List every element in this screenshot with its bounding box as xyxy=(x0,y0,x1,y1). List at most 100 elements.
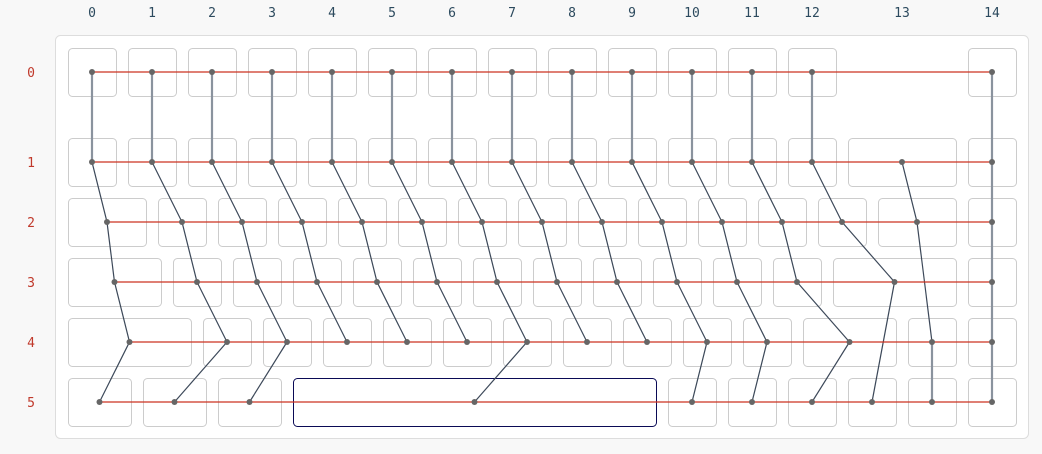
column-label: 9 xyxy=(628,6,636,21)
column-wire-11 xyxy=(781,221,798,283)
column-wire-5 xyxy=(391,161,423,223)
matrix-node xyxy=(846,339,853,345)
column-wire-7 xyxy=(556,281,588,343)
matrix-node xyxy=(299,219,305,225)
matrix-node xyxy=(719,219,725,225)
matrix-node xyxy=(194,279,200,285)
matrix-node xyxy=(749,399,755,405)
column-label: 7 xyxy=(508,6,516,21)
row-label: 4 xyxy=(27,336,35,351)
column-label: 8 xyxy=(568,6,576,21)
column-wire-0 xyxy=(91,161,108,223)
matrix-node xyxy=(344,339,350,345)
matrix-node xyxy=(104,219,110,225)
matrix-node xyxy=(794,279,800,285)
matrix-node xyxy=(839,219,845,225)
column-wire-3 xyxy=(301,221,318,283)
matrix-node xyxy=(689,399,695,405)
matrix-node xyxy=(989,339,995,345)
column-wire-13 xyxy=(901,161,918,223)
column-wire-5 xyxy=(421,221,438,283)
matrix-node xyxy=(389,159,395,165)
matrix-node xyxy=(314,279,320,285)
column-wire-2 xyxy=(248,341,288,403)
column-wire-1 xyxy=(174,341,228,403)
matrix-node xyxy=(269,159,275,165)
matrix-node xyxy=(989,219,995,225)
column-wire-10 xyxy=(736,281,768,343)
matrix-node xyxy=(734,279,740,285)
column-label: 10 xyxy=(684,6,700,21)
matrix-node xyxy=(126,339,133,345)
column-wire-6 xyxy=(474,341,528,403)
column-wire-2 xyxy=(211,161,243,223)
column-wire-8 xyxy=(616,281,648,343)
row-label: 0 xyxy=(27,66,35,81)
matrix-node xyxy=(989,399,995,405)
matrix-node xyxy=(419,219,425,225)
matrix-node xyxy=(389,69,395,75)
matrix-node xyxy=(96,399,103,405)
matrix-node xyxy=(284,339,290,345)
matrix-node xyxy=(644,339,650,345)
matrix-node xyxy=(239,219,245,225)
column-wire-9 xyxy=(661,221,678,283)
matrix-node xyxy=(171,399,178,405)
matrix-node xyxy=(929,339,935,345)
column-wires-layer xyxy=(90,72,994,403)
column-label: 12 xyxy=(804,6,820,21)
matrix-node xyxy=(539,219,545,225)
matrix-node xyxy=(479,219,485,225)
column-wire-8 xyxy=(571,161,603,223)
matrix-node xyxy=(809,399,815,405)
matrix-node xyxy=(224,339,230,345)
matrix-node xyxy=(111,279,118,285)
column-wire-5 xyxy=(436,281,468,343)
matrix-node xyxy=(254,279,260,285)
column-wire-12 xyxy=(811,161,843,223)
column-wire-9 xyxy=(676,281,708,343)
matrix-node xyxy=(246,399,253,405)
column-wire-9 xyxy=(631,161,663,223)
column-label: 3 xyxy=(268,6,276,21)
row-label: 5 xyxy=(27,396,35,411)
matrix-node xyxy=(569,69,575,75)
column-wire-0 xyxy=(98,341,131,403)
column-wire-10 xyxy=(691,161,723,223)
matrix-node xyxy=(659,219,665,225)
column-wire-0 xyxy=(106,221,116,283)
matrix-node xyxy=(689,159,695,165)
matrix-node xyxy=(929,399,935,405)
column-wire-7 xyxy=(541,221,558,283)
matrix-node xyxy=(989,69,995,75)
column-wire-1 xyxy=(151,161,183,223)
matrix-node xyxy=(629,159,635,165)
matrix-node xyxy=(209,69,215,75)
matrix-node xyxy=(524,339,530,345)
column-wire-11 xyxy=(751,161,783,223)
matrix-node xyxy=(809,69,815,75)
matrix-node xyxy=(569,159,575,165)
matrix-node xyxy=(359,219,365,225)
column-wire-3 xyxy=(316,281,348,343)
column-wire-4 xyxy=(331,161,363,223)
matrix-node xyxy=(614,279,620,285)
column-wire-3 xyxy=(271,161,303,223)
column-wire-12 xyxy=(841,221,895,283)
row-label: 3 xyxy=(27,276,35,291)
matrix-node xyxy=(329,69,335,75)
matrix-node xyxy=(914,219,920,225)
matrix-node xyxy=(471,399,478,405)
column-wire-10 xyxy=(721,221,738,283)
nodes-layer xyxy=(89,69,995,405)
matrix-node xyxy=(629,69,635,75)
matrix-node xyxy=(749,159,755,165)
matrix-node xyxy=(599,219,605,225)
column-label: 14 xyxy=(984,6,1000,21)
column-wire-9 xyxy=(691,341,708,403)
matrix-node xyxy=(509,159,515,165)
column-label: 6 xyxy=(448,6,456,21)
column-wire-0 xyxy=(113,281,131,343)
